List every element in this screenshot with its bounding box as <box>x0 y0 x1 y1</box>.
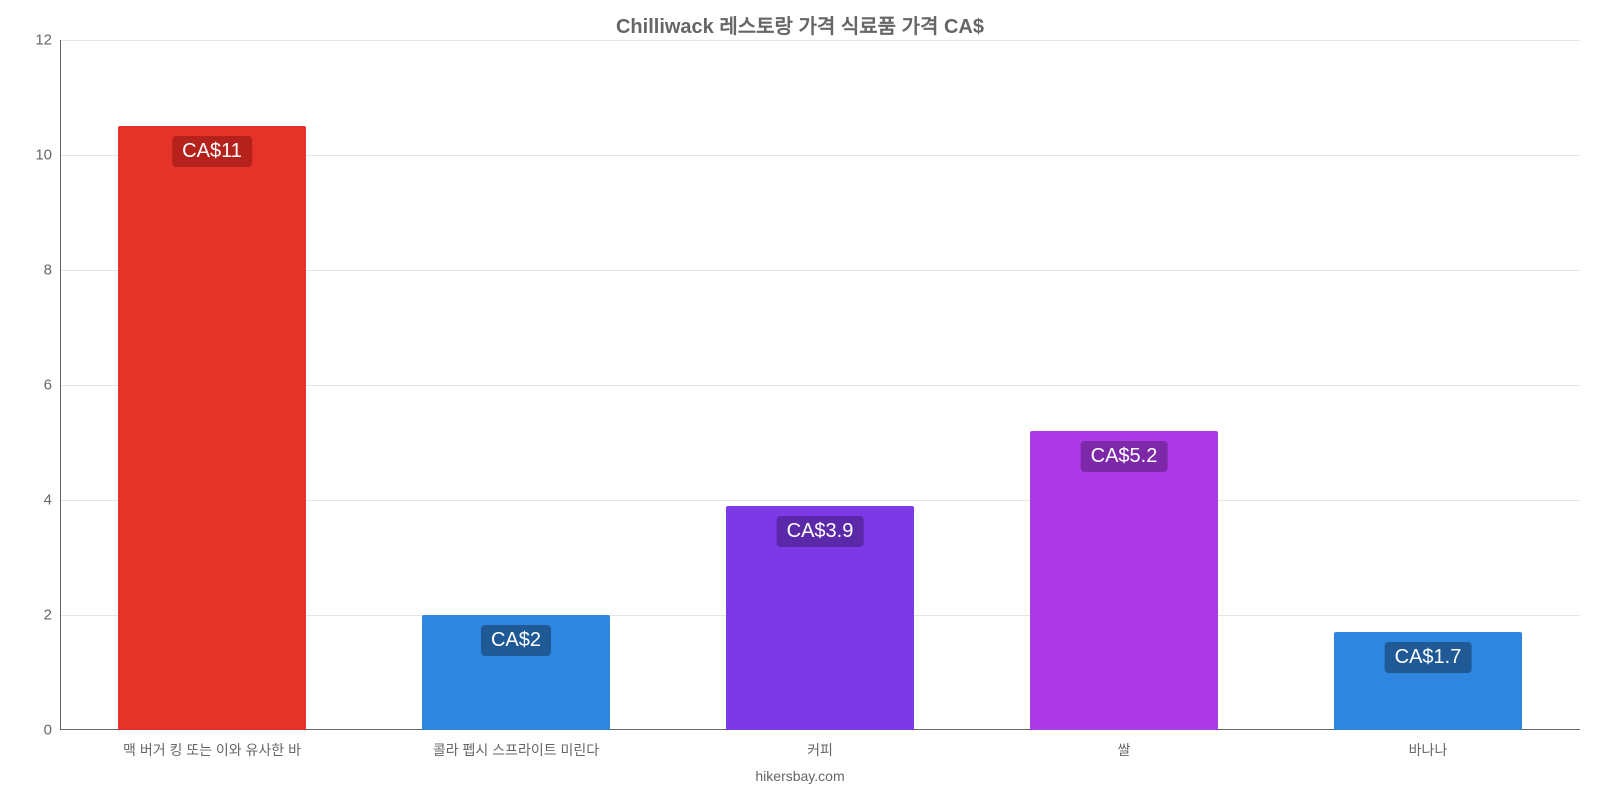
x-tick-label: 콜라 펩시 스프라이트 미린다 <box>433 730 599 760</box>
source-text: hikersbay.com <box>0 768 1600 784</box>
y-tick-label: 10 <box>35 147 60 164</box>
y-tick-label: 2 <box>44 607 60 624</box>
bar <box>1030 431 1218 730</box>
x-tick-label: 바나나 <box>1409 730 1448 760</box>
chart-title: Chilliwack 레스토랑 가격 식료품 가격 CA$ <box>0 10 1600 39</box>
bar-value-label: CA$11 <box>172 136 252 167</box>
x-tick-label: 맥 버거 킹 또는 이와 유사한 바 <box>123 730 301 760</box>
bar-value-label: CA$3.9 <box>777 516 864 547</box>
y-tick-label: 8 <box>44 262 60 279</box>
y-tick-label: 6 <box>44 377 60 394</box>
bar <box>118 126 306 730</box>
bar-value-label: CA$1.7 <box>1385 642 1472 673</box>
bar-value-label: CA$5.2 <box>1081 441 1168 472</box>
x-tick-label: 커피 <box>807 730 833 760</box>
y-axis <box>60 40 61 730</box>
y-tick-label: 12 <box>35 32 60 49</box>
y-tick-label: 0 <box>44 722 60 739</box>
chart-container: Chilliwack 레스토랑 가격 식료품 가격 CA$ 024681012C… <box>0 0 1600 800</box>
y-tick-label: 4 <box>44 492 60 509</box>
grid-line <box>60 40 1580 41</box>
x-tick-label: 쌀 <box>1118 730 1131 760</box>
bar-value-label: CA$2 <box>481 625 551 656</box>
plot-area: 024681012CA$11맥 버거 킹 또는 이와 유사한 바CA$2콜라 펩… <box>60 40 1580 730</box>
